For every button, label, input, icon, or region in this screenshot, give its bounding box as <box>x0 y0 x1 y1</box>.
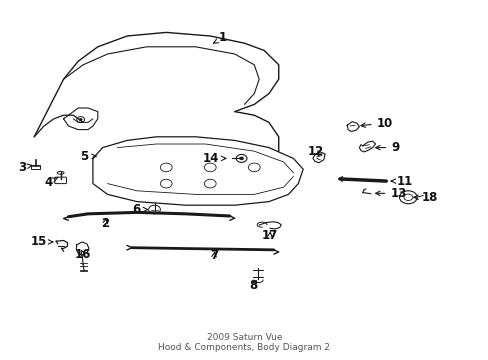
Text: 8: 8 <box>249 279 257 292</box>
Text: 14: 14 <box>203 152 225 165</box>
Text: 1: 1 <box>213 31 227 44</box>
Text: 17: 17 <box>261 229 278 242</box>
Text: 18: 18 <box>413 191 437 204</box>
Text: 7: 7 <box>210 249 218 262</box>
Text: 4: 4 <box>44 176 58 189</box>
FancyBboxPatch shape <box>55 177 66 184</box>
Text: 5: 5 <box>80 150 96 163</box>
Text: 2: 2 <box>101 217 109 230</box>
Text: 16: 16 <box>75 248 91 261</box>
Ellipse shape <box>57 171 64 174</box>
Text: 6: 6 <box>132 203 147 216</box>
Text: 15: 15 <box>31 235 53 248</box>
Text: 11: 11 <box>390 175 412 188</box>
Text: 10: 10 <box>360 117 392 130</box>
Text: 3: 3 <box>18 161 32 174</box>
Text: 12: 12 <box>306 145 323 158</box>
Text: 13: 13 <box>375 187 406 200</box>
Text: 9: 9 <box>375 141 399 154</box>
FancyBboxPatch shape <box>31 165 40 169</box>
Circle shape <box>79 118 82 121</box>
Circle shape <box>239 157 243 160</box>
Text: 2009 Saturn Vue
Hood & Components, Body Diagram 2: 2009 Saturn Vue Hood & Components, Body … <box>158 333 330 352</box>
